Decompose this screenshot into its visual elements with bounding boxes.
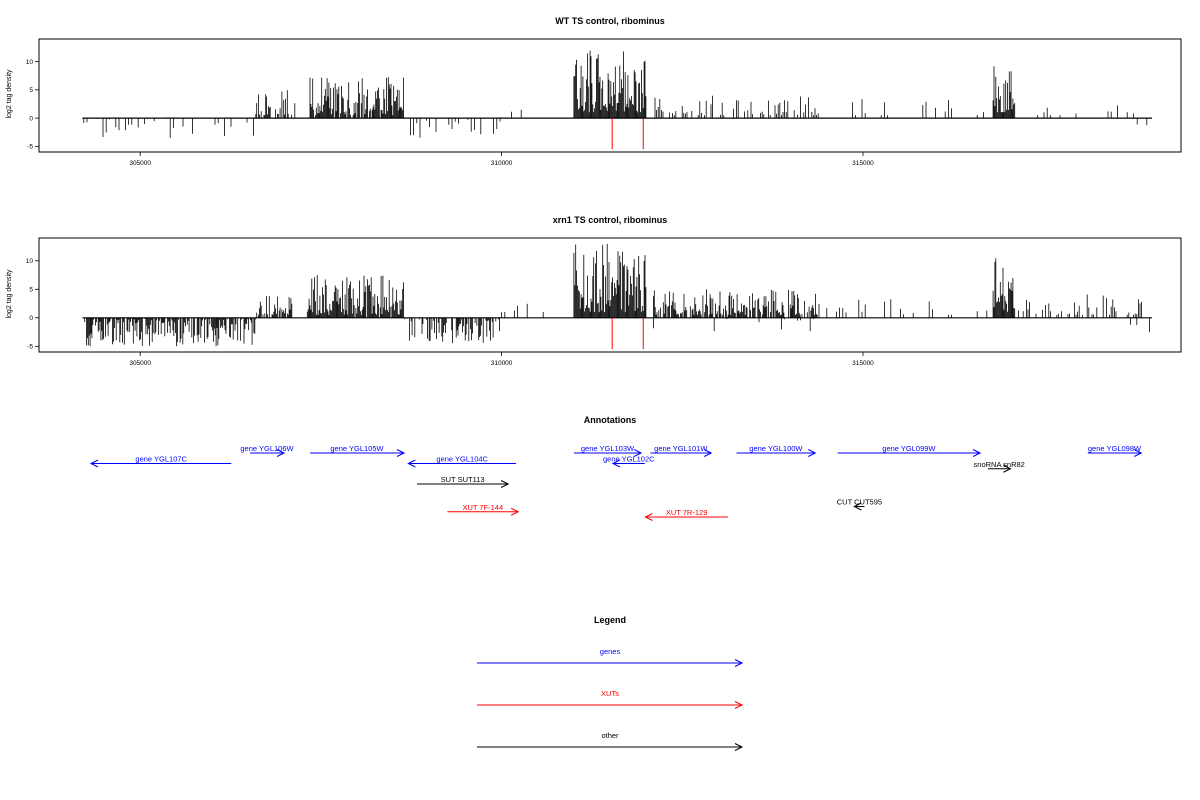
- xrn1-y-tick-label: -5: [27, 344, 33, 351]
- wt-x-tick-label: 305000: [129, 160, 151, 167]
- xrn1-plot-frame: [38, 237, 1182, 353]
- wt-plot-frame: [38, 38, 1182, 153]
- legend-panel: Legend genes XUTs other: [477, 615, 744, 751]
- xrn1-y-tick-label: 0: [29, 315, 33, 322]
- annotation-arrow: [837, 449, 982, 457]
- wt-track-title: WT TS control, ribominus: [555, 16, 665, 26]
- xrn1-density-bars: [84, 243, 1150, 347]
- annotation-arrow: [650, 449, 713, 457]
- annotation-arrow: [310, 449, 406, 457]
- xrn1-track-panel: xrn1 TS control, ribominus log2 tag dens…: [6, 215, 1182, 367]
- legend-arrow: [477, 743, 744, 751]
- annotation-label: gene YGL103W: [581, 444, 635, 453]
- wt-x-tick-label: 310000: [491, 160, 513, 167]
- annotation-label: gene YGL106W: [240, 444, 294, 453]
- annotation-arrow: [573, 449, 643, 457]
- annotation-label: SUT SUT113: [441, 475, 485, 484]
- wt-y-tick-label: 5: [29, 87, 33, 94]
- legend-arrow: [477, 701, 744, 709]
- legend-arrow: [477, 659, 744, 667]
- annotation-label: snoRNA snR82: [974, 460, 1025, 469]
- annotation-label: gene YGL099W: [882, 444, 936, 453]
- annotation-label: CUT CUT595: [837, 498, 882, 507]
- legend-label: genes: [600, 647, 621, 656]
- annotation-label: gene YGL100W: [749, 444, 803, 453]
- wt-track-ylabel: log2 tag density: [6, 69, 13, 119]
- annotation-arrow: [417, 480, 510, 488]
- wt-y-tick-label: 0: [29, 115, 33, 122]
- annotation-label: gene YGL102C: [603, 455, 655, 464]
- annotation-label: gene YGL098W: [1088, 444, 1142, 453]
- annotation-arrow: [1087, 449, 1143, 457]
- wt-y-tick-label: -5: [27, 144, 33, 151]
- wt-density-bars: [83, 50, 1148, 138]
- annotation-arrow: [447, 507, 520, 516]
- annotation-label: XUT 7R-129: [666, 508, 708, 517]
- legend-label: other: [601, 731, 619, 740]
- annotation-label: gene YGL104C: [436, 455, 488, 464]
- annotation-arrow: [644, 513, 728, 521]
- annotation-label: gene YGL101W: [654, 444, 708, 453]
- wt-y-tick-label: 10: [26, 59, 34, 66]
- wt-track-panel: WT TS control, ribominus log2 tag densit…: [6, 16, 1182, 167]
- annotation-label: XUT 7F-144: [462, 503, 503, 512]
- annotations-title: Annotations: [584, 415, 637, 425]
- xrn1-track-ylabel: log2 tag density: [6, 269, 13, 319]
- xrn1-y-tick-label: 5: [29, 287, 33, 294]
- xrn1-x-tick-label: 305000: [129, 360, 151, 367]
- annotation-arrow: [736, 449, 817, 457]
- xrn1-x-tick-label: 310000: [491, 360, 513, 367]
- annotation-arrow: [988, 464, 1012, 473]
- annotation-arrow: [250, 449, 286, 457]
- annotation-arrow: [611, 459, 645, 468]
- annotation-label: gene YGL105W: [330, 444, 384, 453]
- annotation-arrow: [853, 502, 865, 511]
- legend-label: XUTs: [601, 689, 619, 698]
- annotation-label: gene YGL107C: [135, 455, 187, 464]
- xrn1-x-tick-label: 315000: [852, 360, 874, 367]
- annotations-panel: Annotations gene YGL107C gene YGL106W gene…: [89, 415, 1143, 521]
- wt-x-tick-label: 315000: [852, 160, 874, 167]
- annotation-arrow: [89, 459, 232, 468]
- legend-title: Legend: [594, 615, 626, 625]
- xrn1-track-title: xrn1 TS control, ribominus: [553, 215, 668, 225]
- xrn1-y-tick-label: 10: [26, 258, 34, 265]
- annotation-arrow: [407, 459, 517, 468]
